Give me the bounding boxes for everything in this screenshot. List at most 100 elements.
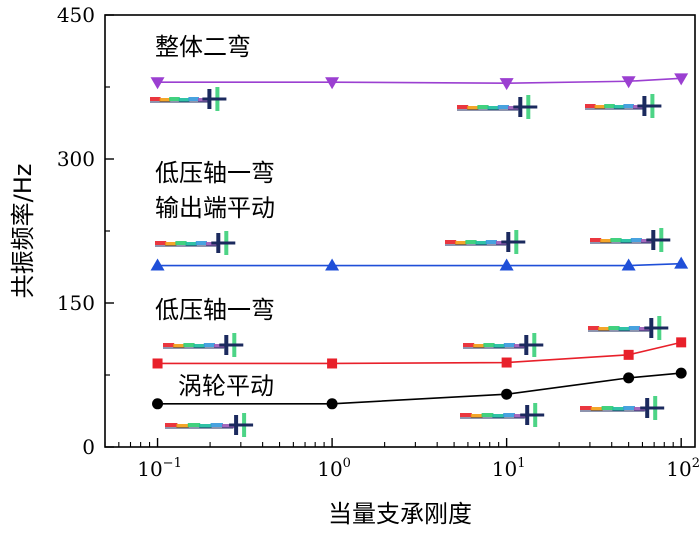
mode-shape-segment	[487, 106, 499, 110]
data-point	[501, 388, 513, 400]
mode-shape-segment	[604, 104, 615, 108]
mode-shape-segment	[183, 343, 195, 347]
mode-shape-sketch	[463, 333, 544, 357]
mode-shape-segment	[463, 343, 475, 347]
mode-shape-sketch	[590, 228, 671, 252]
data-point	[150, 77, 165, 90]
mode-shape-segment	[199, 424, 212, 428]
mode-shape-segment	[618, 327, 630, 331]
mode-shape-sketch	[457, 95, 538, 119]
mode-shape-segment	[590, 238, 602, 242]
mode-shape-segment	[159, 98, 171, 102]
mode-shape-segment	[623, 406, 635, 410]
x-tick-label: 101	[492, 456, 526, 481]
mode-shape-segment	[457, 105, 469, 109]
mode-shape-segment	[445, 240, 457, 244]
mode-shape-segment	[612, 407, 625, 411]
y-axis-title: 共振频率/Hz	[9, 164, 37, 299]
mode-shape-segment	[492, 414, 505, 418]
mode-shape-segment	[165, 242, 177, 246]
annotation-output-end-translation: 输出端平动	[155, 194, 275, 222]
x-tick-label: 10−1	[137, 456, 182, 481]
mode-shape-segment	[620, 239, 632, 243]
data-point	[499, 258, 514, 271]
annotation-turbine-translation: 涡轮平动	[178, 372, 274, 400]
y-tick-label: 450	[57, 3, 95, 27]
mode-shape-segment	[588, 326, 600, 330]
mode-shape-sketch	[445, 230, 526, 254]
mode-shape-segment	[600, 239, 612, 243]
data-point	[621, 76, 636, 89]
mode-shape-segment	[610, 238, 622, 242]
x-tick-label: 100	[317, 456, 351, 481]
mode-shape-segment	[473, 344, 485, 348]
axis-ticks: 0 150 300 450 10−1 100 101 102	[57, 3, 700, 481]
data-point	[676, 337, 687, 348]
mode-shape-segment	[608, 326, 620, 330]
mode-shape-segment	[222, 424, 235, 428]
mode-shape-segment	[210, 423, 223, 427]
mode-shape-segment	[481, 413, 494, 417]
mode-shape-segment	[173, 344, 185, 348]
mode-shape-segment	[503, 413, 515, 417]
mode-shape-segment	[630, 238, 642, 242]
mode-shape-segment	[193, 344, 205, 348]
data-point	[150, 258, 165, 271]
mode-shape-thumbnails	[150, 87, 671, 437]
mode-shape-sketch	[150, 87, 227, 111]
data-point	[501, 357, 512, 368]
data-point	[325, 77, 340, 90]
data-point	[327, 358, 338, 369]
annotation-overall-bending: 整体二弯	[155, 33, 251, 61]
mode-shape-segment	[169, 97, 180, 101]
data-point	[674, 256, 689, 269]
y-tick-label: 150	[57, 291, 95, 315]
mode-shape-sketch	[165, 413, 254, 437]
mode-shape-sketch	[460, 403, 545, 427]
mode-shape-sketch	[585, 94, 662, 118]
data-point	[152, 358, 163, 369]
mode-shape-sketch	[588, 316, 669, 340]
mode-shape-segment	[628, 326, 640, 330]
data-point	[623, 349, 634, 360]
data-point	[325, 258, 340, 271]
annotation-lp-shaft-bending-line1: 低压轴一弯	[155, 159, 275, 187]
mode-shape-segment	[185, 242, 197, 246]
data-point	[623, 372, 635, 384]
data-point	[675, 367, 687, 379]
mode-shape-segment	[594, 105, 606, 109]
mode-shape-segment	[195, 241, 207, 245]
mode-shape-segment	[590, 407, 603, 411]
annotation-lp-shaft-bending: 低压轴一弯	[155, 296, 275, 324]
data-point	[674, 73, 689, 86]
series-line	[157, 262, 682, 267]
mode-shape-sketch	[155, 231, 236, 255]
mode-shape-segment	[503, 343, 515, 347]
mode-shape-segment	[155, 241, 167, 245]
mode-shape-segment	[601, 406, 614, 410]
x-tick-label: 102	[666, 456, 700, 481]
mode-shape-segment	[455, 241, 467, 245]
data-point	[326, 398, 338, 410]
mode-shape-segment	[477, 105, 489, 109]
data-point	[499, 78, 514, 91]
mode-shape-segment	[467, 106, 479, 110]
mode-shape-segment	[178, 98, 190, 102]
x-axis-title: 当量支承刚度	[328, 500, 472, 528]
mode-shape-segment	[514, 414, 526, 418]
mode-shape-segment	[465, 240, 477, 244]
mode-shape-segment	[483, 343, 495, 347]
mode-shape-segment	[634, 407, 646, 411]
mode-shape-segment	[175, 241, 187, 245]
mode-shape-segment	[163, 343, 175, 347]
mode-shape-segment	[613, 105, 625, 109]
y-tick-label: 0	[82, 435, 95, 459]
mode-shape-segment	[485, 240, 497, 244]
mode-shape-sketch	[580, 396, 665, 420]
mode-shape-segment	[470, 414, 483, 418]
series-layer	[150, 73, 689, 410]
mode-shape-segment	[150, 97, 161, 101]
mode-shape-segment	[497, 105, 509, 109]
mode-shape-segment	[165, 423, 178, 427]
